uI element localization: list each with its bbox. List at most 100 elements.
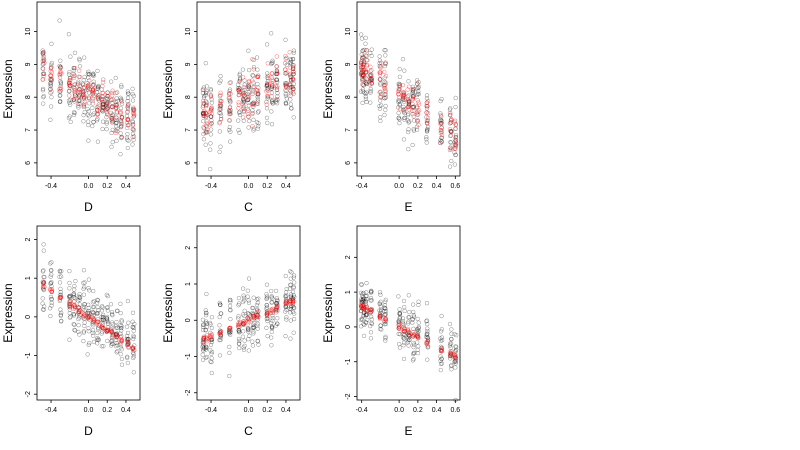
fitted-point: [447, 353, 453, 358]
observed-point: [273, 323, 279, 328]
observed-point: [49, 300, 54, 305]
fitted-point: [236, 322, 242, 327]
fitted-point: [452, 120, 457, 125]
fitted-point: [414, 81, 420, 86]
observed-point: [369, 321, 375, 327]
observed-point: [283, 273, 288, 279]
observed-point: [91, 313, 96, 318]
observed-point: [453, 365, 458, 370]
observed-point: [369, 306, 374, 312]
fitted-point: [410, 108, 415, 113]
observed-point: [411, 104, 416, 109]
fitted-point: [360, 57, 365, 62]
observed-point: [250, 88, 256, 93]
observed-point: [203, 142, 208, 147]
observed-point: [424, 96, 430, 101]
observed-point: [410, 89, 416, 95]
observed-point: [58, 286, 63, 291]
observed-point: [59, 310, 64, 315]
fitted-point: [401, 90, 407, 95]
observed-point: [113, 105, 119, 110]
observed-point: [287, 60, 292, 65]
observed-point: [40, 71, 46, 77]
observed-point: [204, 89, 209, 94]
observed-point: [250, 108, 255, 113]
observed-point: [131, 370, 136, 375]
fitted-point: [407, 84, 412, 89]
fitted-point: [291, 77, 296, 83]
observed-point: [48, 294, 54, 300]
fitted-point: [49, 89, 54, 94]
observed-point: [227, 373, 232, 379]
fitted-point: [453, 144, 458, 149]
observed-point: [82, 320, 87, 325]
observed-point: [228, 299, 233, 304]
observed-point: [201, 132, 206, 137]
observed-point: [203, 328, 208, 333]
fitted-point: [274, 54, 279, 59]
observed-point: [209, 97, 214, 102]
x-axis-title: C: [244, 424, 253, 438]
fitted-point: [80, 92, 86, 97]
observed-point: [130, 319, 135, 324]
fitted-point: [91, 89, 96, 95]
observed-point: [364, 320, 369, 325]
observed-point: [237, 78, 242, 84]
observed-point: [228, 108, 233, 113]
observed-point: [100, 109, 105, 114]
fitted-point: [218, 101, 223, 106]
fitted-point: [200, 98, 206, 104]
observed-point: [363, 299, 369, 304]
observed-point: [269, 320, 274, 326]
observed-point: [364, 90, 369, 95]
observed-point: [361, 290, 366, 296]
observed-point: [118, 152, 123, 157]
observed-point: [96, 84, 101, 90]
observed-point: [114, 308, 120, 314]
observed-point: [439, 356, 444, 361]
observed-point: [360, 49, 365, 54]
fitted-point: [81, 94, 86, 100]
x-tick-label: -0.4: [45, 407, 57, 414]
fitted-point: [95, 107, 100, 112]
observed-point: [396, 100, 401, 105]
observed-point: [119, 328, 124, 333]
observed-point: [411, 313, 416, 318]
x-tick-label: 0.4: [432, 183, 442, 190]
fitted-point: [246, 79, 252, 84]
observed-point: [68, 97, 73, 102]
observed-point: [77, 58, 82, 63]
observed-point: [66, 98, 72, 103]
observed-point: [41, 248, 46, 253]
observed-point: [91, 119, 96, 125]
observed-point: [416, 324, 421, 330]
observed-point: [368, 89, 373, 94]
fitted-point: [208, 92, 213, 98]
observed-point: [242, 82, 247, 87]
fitted-point: [270, 310, 275, 316]
observed-point: [77, 292, 82, 297]
observed-point: [291, 50, 297, 55]
observed-point: [57, 63, 62, 69]
observed-point: [130, 86, 135, 91]
observed-point: [67, 286, 72, 291]
observed-point: [405, 113, 411, 118]
fitted-point: [265, 61, 270, 66]
fitted-point: [217, 106, 223, 111]
observed-point: [95, 298, 101, 303]
fitted-point: [438, 130, 443, 136]
fitted-point: [290, 89, 296, 95]
fitted-point: [448, 118, 454, 123]
observed-point: [410, 112, 415, 117]
fitted-point: [67, 93, 72, 98]
observed-point: [382, 312, 387, 318]
observed-point: [406, 315, 411, 320]
observed-point: [254, 297, 260, 302]
fitted-point: [274, 307, 280, 313]
observed-point: [40, 88, 46, 93]
observed-point: [227, 307, 233, 313]
observed-point: [363, 91, 368, 96]
observed-point: [415, 327, 420, 332]
observed-point: [251, 101, 256, 106]
observed-point: [208, 88, 213, 93]
